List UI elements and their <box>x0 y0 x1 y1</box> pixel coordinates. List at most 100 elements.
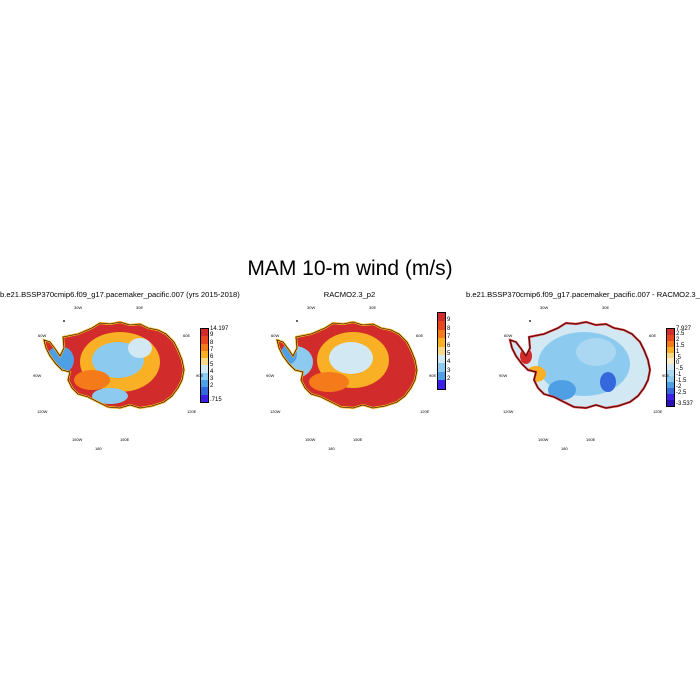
colorbar-swatch <box>201 358 208 366</box>
longitude-label: 120W <box>503 409 514 414</box>
colorbar-swatch <box>438 371 445 381</box>
colorbar-swatch <box>667 352 674 359</box>
wind-speed-field <box>44 322 184 408</box>
wind-speed-field <box>510 322 650 408</box>
island-marker <box>529 320 531 322</box>
colorbar-swatch <box>667 393 674 400</box>
longitude-label: 120E <box>420 409 430 414</box>
longitude-label: 150W <box>305 437 316 442</box>
colorbar-label: 2 <box>210 383 214 390</box>
colorbar-label: 1 <box>676 348 680 355</box>
longitude-label: 90E <box>196 373 204 378</box>
colorbar-label: 2.5 <box>676 330 685 337</box>
colorbar-label: 9 <box>447 317 451 324</box>
colorbar-label: 5 <box>447 351 451 357</box>
colorbar-label: 6 <box>210 354 214 361</box>
figure-title: MAM 10-m wind (m/s) <box>247 257 453 280</box>
colorbar-swatch <box>438 321 445 330</box>
colorbar-label: 5 <box>210 361 214 368</box>
colorbar-label: 0 <box>676 360 680 367</box>
colorbar-label: -2.5 <box>676 389 687 396</box>
colorbar-label: .5 <box>676 354 682 361</box>
longitude-label: 120E <box>653 409 663 414</box>
colorbar-swatches <box>437 312 446 390</box>
longitude-label: 60W <box>271 333 280 338</box>
colorbar-label: .715 <box>210 397 222 403</box>
longitude-label: 150E <box>586 437 596 442</box>
longitude-label: 30E <box>136 305 144 310</box>
colorbar-label: -2 <box>676 384 682 390</box>
antarctica-map <box>275 320 419 410</box>
longitude-label: 30W <box>540 305 549 310</box>
antarctica-map <box>508 320 652 410</box>
colorbar-swatch <box>667 346 674 353</box>
longitude-label: 30W <box>74 305 83 310</box>
colorbar-swatch <box>667 376 674 383</box>
longitude-label: 120W <box>37 409 48 414</box>
panel-title: b.e21.BSSP370cmip6.f09_g17.pacemaker_pac… <box>466 290 700 299</box>
longitude-label: 90W <box>499 373 508 378</box>
coastline <box>276 321 418 409</box>
coastline <box>43 321 185 409</box>
longitude-label: 180 <box>95 446 102 451</box>
colorbar-label: 8 <box>447 325 451 332</box>
coastline <box>509 321 651 409</box>
longitude-label: 60E <box>183 333 191 338</box>
colorbar-swatch <box>667 329 674 335</box>
colorbar-label: -1 <box>676 372 682 379</box>
longitude-label: 90E <box>429 373 437 378</box>
colorbar-label: 4 <box>210 368 214 375</box>
colorbar-label: 1.5 <box>676 342 685 349</box>
colorbar-label: 8 <box>210 339 214 346</box>
longitude-label: 30E <box>369 305 377 310</box>
map-panel-difference: b.e21.BSSP370cmip6.f09_g17.pacemaker_pac… <box>466 290 700 451</box>
island-marker <box>63 320 65 322</box>
antarctica-map <box>42 320 186 410</box>
colorbar-label: 9 <box>210 332 214 339</box>
colorbar-swatch <box>201 372 208 381</box>
longitude-label: 30E <box>602 305 610 310</box>
colorbar-swatch <box>438 313 445 322</box>
colorbar-label: 14.197 <box>210 326 229 332</box>
colorbar-swatch <box>201 329 208 337</box>
longitude-label: 30W <box>307 305 316 310</box>
colorbar-swatch <box>438 346 445 355</box>
colorbar-swatch <box>667 387 674 394</box>
colorbar-label: 7 <box>447 334 451 341</box>
island-marker <box>296 320 298 322</box>
colorbar-swatches <box>666 328 675 407</box>
panel-title: RACMO2.3_p2 <box>323 290 376 299</box>
colorbar-swatch <box>438 329 445 339</box>
longitude-label: 60W <box>38 333 47 338</box>
longitude-label: 60W <box>504 333 513 338</box>
colorbar-label: 3 <box>210 376 214 383</box>
colorbar-swatch <box>667 334 674 341</box>
wind-speed-field <box>277 322 417 408</box>
colorbar-label: 2 <box>447 376 451 383</box>
longitude-label: 90W <box>266 373 275 378</box>
colorbar-label: 7 <box>210 346 214 353</box>
longitude-label: 90E <box>662 373 670 378</box>
longitude-label: 60E <box>416 333 424 338</box>
colorbar-swatch <box>438 380 445 389</box>
longitude-label: 90W <box>33 373 42 378</box>
longitude-label: 150E <box>353 437 363 442</box>
colorbar-swatch <box>438 363 445 372</box>
colorbar-swatch <box>201 380 208 388</box>
colorbar-swatch <box>201 336 208 344</box>
colorbar-swatch <box>667 399 674 406</box>
map-panel-model: b.e21.BSSP370cmip6.f09_g17.pacemaker_pac… <box>0 290 240 451</box>
colorbar-swatch <box>667 382 674 388</box>
colorbar-swatches <box>200 328 209 403</box>
longitude-label: 150W <box>538 437 549 442</box>
colorbar-label: -.5 <box>676 366 684 373</box>
longitude-label: 150E <box>120 437 130 442</box>
colorbar-swatch <box>201 365 208 373</box>
longitude-label: 150W <box>72 437 83 442</box>
colorbar-swatch <box>667 340 674 347</box>
colorbar-swatch <box>667 364 674 371</box>
colorbar-label: -1.5 <box>676 378 687 385</box>
colorbar-label: 3 <box>447 367 451 374</box>
colorbar-swatch <box>438 338 445 347</box>
